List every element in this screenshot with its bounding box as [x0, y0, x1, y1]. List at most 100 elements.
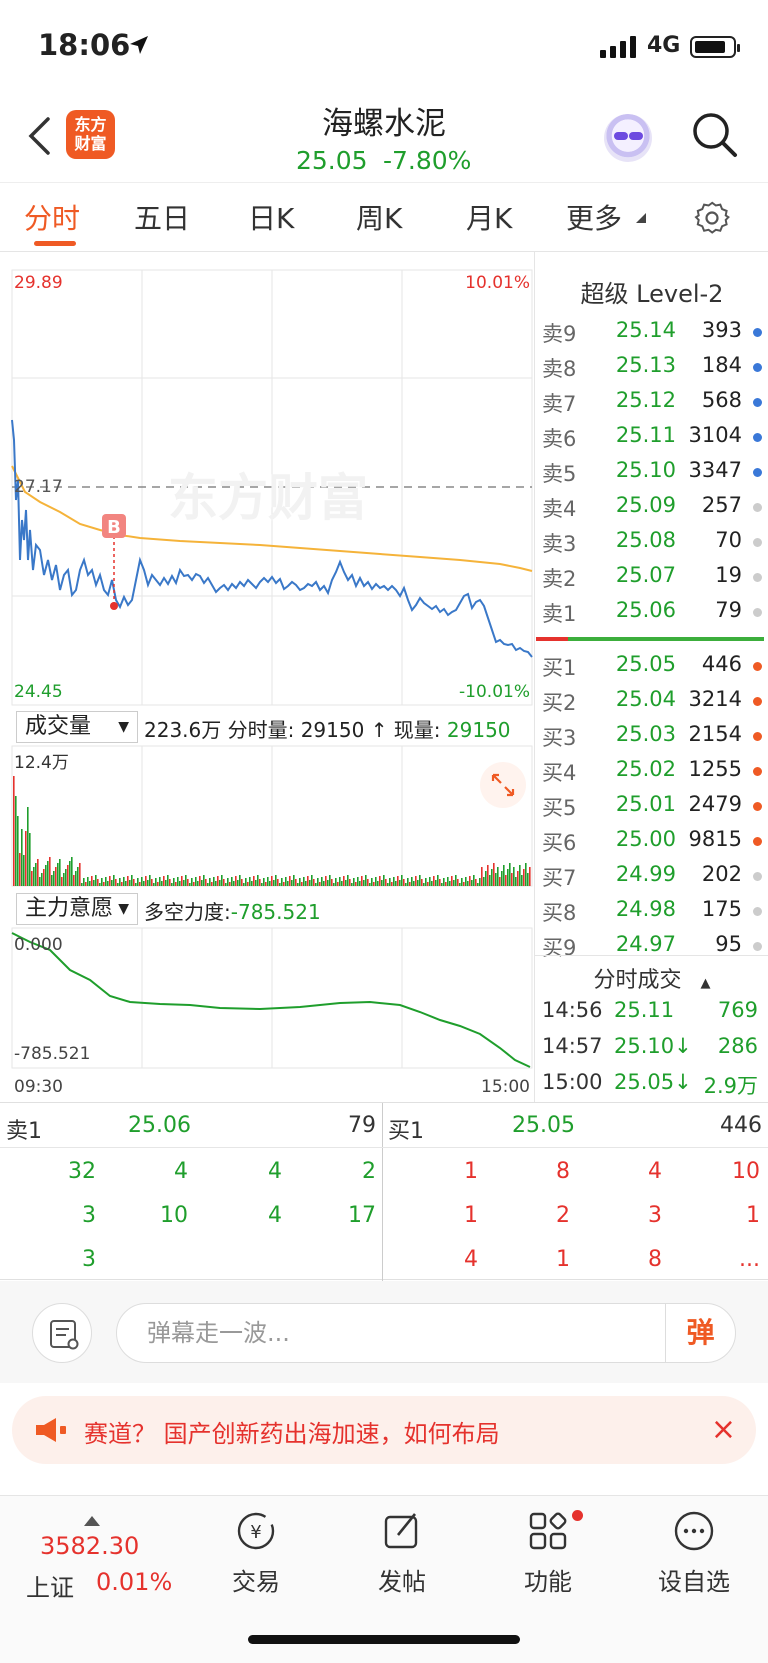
volume-bar [375, 877, 377, 886]
ask-dot [753, 328, 762, 337]
app-logo[interactable]: 东方 财富 [66, 110, 115, 159]
expand-icon [491, 773, 515, 797]
volume-bar [49, 857, 51, 886]
volume-bar [231, 877, 233, 886]
volume-bar [339, 877, 341, 886]
ask-row[interactable]: 卖3 25.08 70 [542, 528, 768, 563]
ask-row[interactable]: 卖4 25.09 257 [542, 493, 768, 528]
nav-functions[interactable]: 功能 [488, 1508, 608, 1597]
ask-queue-cell: 4 [268, 1203, 282, 1228]
ask-row[interactable]: 卖5 25.10 3347 [542, 458, 768, 493]
tick-time: 15:00 [542, 1070, 603, 1094]
volume-bar [21, 829, 23, 886]
ask-row[interactable]: 卖8 25.13 184 [542, 353, 768, 388]
volume-max-label: 12.4万 [14, 753, 69, 773]
ticks-divider [534, 955, 768, 956]
volume-bar [117, 883, 119, 886]
volume-bar [211, 882, 213, 886]
volume-bar [163, 876, 165, 886]
volume-bar [141, 877, 143, 886]
volume-bar [497, 867, 499, 886]
volume-bar [465, 877, 467, 886]
bid-row[interactable]: 买5 25.01 2479 [542, 792, 768, 827]
tab-weekly-k[interactable]: 周K [356, 202, 403, 235]
expand-chart-button[interactable] [480, 762, 526, 808]
back-icon[interactable] [26, 116, 52, 156]
volume-bar [247, 882, 249, 886]
nav-trade-label: 交易 [232, 1568, 280, 1596]
ask-volume: 70 [715, 528, 742, 552]
ask-row[interactable]: 卖1 25.06 79 [542, 598, 768, 633]
main-force-indicator-select[interactable]: 主力意愿 ▼ [16, 893, 138, 925]
volume-bar [483, 877, 485, 886]
volume-bar [277, 879, 279, 886]
volume-bar [209, 878, 211, 886]
volume-bar [83, 878, 85, 886]
nav-post[interactable]: 发帖 [342, 1508, 462, 1597]
bid-queue-cell: 10 [732, 1159, 760, 1184]
volume-bar [469, 876, 471, 886]
volume-bar [305, 881, 307, 886]
volume-bar [303, 877, 305, 886]
intraday-chart[interactable]: 东方财富 B 29.89 10.01% 27.17 24.45 -10.01% … [0, 252, 536, 1102]
tab-five-day[interactable]: 五日 [134, 202, 191, 235]
ask-row[interactable]: 卖6 25.11 3104 [542, 423, 768, 458]
index-value: 3582.30 [40, 1532, 140, 1560]
volume-bar [47, 861, 49, 886]
volume-bar [221, 875, 223, 886]
tab-more[interactable]: 更多 [566, 202, 623, 235]
assistant-robot-icon[interactable] [604, 114, 652, 162]
volume-bar [363, 880, 365, 886]
volume-bar [87, 877, 89, 886]
bid-row[interactable]: 买4 25.02 1255 [542, 757, 768, 792]
nav-trade[interactable]: ¥ 交易 [196, 1508, 316, 1597]
ask-row[interactable]: 卖9 25.14 393 [542, 318, 768, 353]
tick-price: 25.10↓ [614, 1034, 692, 1058]
volume-bar [175, 882, 177, 886]
volume-bars [13, 776, 531, 886]
ticks-title[interactable]: 分时成交 ▲ [536, 962, 768, 994]
volume-bar [115, 879, 117, 886]
volume-indicator-select[interactable]: 成交量 ▼ [16, 711, 138, 743]
bid-queue-cell: 1 [464, 1203, 478, 1228]
ask-row[interactable]: 卖2 25.07 19 [542, 563, 768, 598]
bid-row[interactable]: 买6 25.00 9815 [542, 827, 768, 862]
volume-bar [439, 879, 441, 886]
bid-row[interactable]: 买9 24.97 95 [542, 932, 768, 967]
volume-bar [463, 882, 465, 886]
tab-daily-k[interactable]: 日K [248, 202, 295, 235]
news-banner[interactable]: 赛道？ 国产创新药出海加速，如何布局 × [12, 1396, 756, 1464]
volume-bar [365, 875, 367, 886]
ask-level: 卖2 [542, 567, 577, 591]
volume-bar [349, 879, 351, 886]
volume-bar [341, 881, 343, 886]
price-high-label: 29.89 [14, 273, 63, 293]
nav-watchlist[interactable]: 设自选 [634, 1508, 754, 1597]
volume-bar [397, 876, 399, 886]
bid-row[interactable]: 买7 24.99 202 [542, 862, 768, 897]
bid-row[interactable]: 买1 25.05 446 [542, 652, 768, 687]
volume-bar [437, 875, 439, 886]
main-force-high-label: 0.000 [14, 935, 63, 955]
volume-bar [407, 878, 409, 886]
volume-bar [201, 880, 203, 886]
volume-bar [91, 876, 93, 886]
bid-row[interactable]: 买2 25.04 3214 [542, 687, 768, 722]
close-icon[interactable]: × [710, 1412, 736, 1447]
tab-monthly-k[interactable]: 月K [466, 202, 513, 235]
queue-bid-vol: 446 [720, 1113, 762, 1138]
volume-bar [215, 881, 217, 886]
volume-bar [329, 875, 331, 886]
bid-row[interactable]: 买8 24.98 175 [542, 897, 768, 932]
ask-row[interactable]: 卖7 25.12 568 [542, 388, 768, 423]
bid-row[interactable]: 买3 25.03 2154 [542, 722, 768, 757]
tab-intraday[interactable]: 分时 [24, 202, 81, 235]
barrage-input[interactable]: 弹幕走一波... 弹 [116, 1303, 736, 1363]
ask-queue-cell: 4 [174, 1159, 188, 1184]
level2-title[interactable]: 超级 Level-2 [580, 280, 724, 308]
barrage-list-button[interactable] [32, 1303, 92, 1363]
search-icon[interactable] [692, 112, 738, 158]
gear-icon[interactable] [694, 200, 730, 236]
volume-bar [147, 880, 149, 886]
barrage-send-button[interactable]: 弹 [665, 1304, 735, 1362]
